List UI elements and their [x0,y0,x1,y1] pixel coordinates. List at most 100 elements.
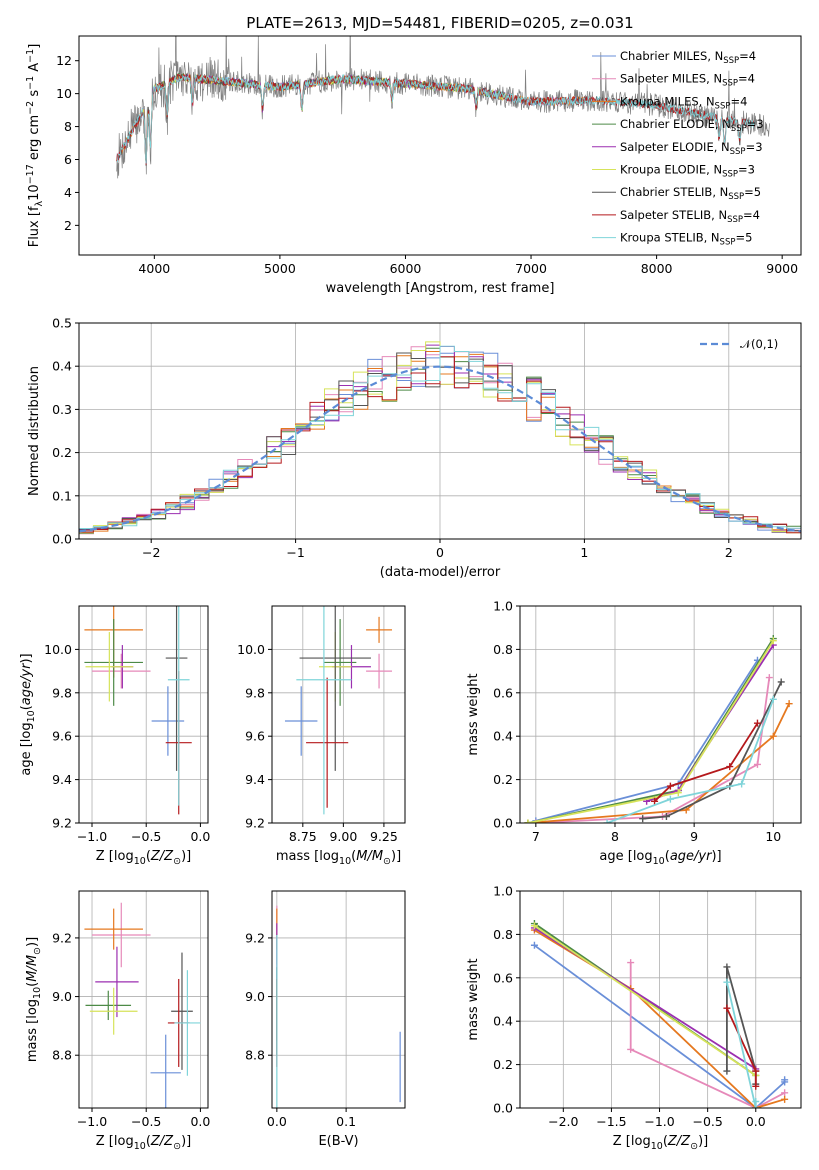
plot-area [84,606,192,815]
weight-marker-kroupa-stelib [752,1104,760,1108]
y-axis-label: mass weight [466,958,481,1040]
weight-line-salpeter-stelib [653,722,759,802]
weight-marker-kroupa-elodie [769,637,777,645]
x-tick-label-4: 8000 [641,261,673,276]
y-tick-label-4: 10 [56,86,72,101]
plot-area [276,905,401,1108]
y-tick-label-2: 9.2 [52,930,72,945]
legend-label: Chabrier STELIB, NSSP=5 [620,185,761,202]
x-tick-label-2: 0 [436,545,444,560]
spectrum-legend: Chabrier MILES, NSSP=4 Salpeter MILES, NS… [592,49,764,248]
y-tick-label-2: 6 [64,152,72,167]
axes-frame [519,605,802,824]
weight-line-kroupa-elodie [533,924,757,1077]
x-tick-label-2: 6000 [390,261,422,276]
weight-marker-kroupa-miles [769,732,777,740]
weight-line-kroupa-stelib [606,698,775,823]
weight-line-salpeter-miles [629,962,786,1108]
weight-line-chabrier-elodie [527,638,775,823]
x-tick-label-0: 0.0 [267,1114,287,1129]
x-tick-label-1: −1.5 [596,1114,626,1129]
age-vs-z-panel: −1.0 −0.5 0.0 9.2 9.4 9.6 9.8 10.0 Z [log10(Z/Z⊙… [19,605,210,867]
y-tick-label-0: 8.8 [52,1048,72,1063]
x-axis-label: (data-model)/error [380,565,501,580]
x-tick-label-1: 0.1 [336,1114,356,1129]
plot-area [284,606,393,815]
weight-marker-kroupa-stelib [666,795,674,803]
weight-marker-chabrier-stelib [723,963,731,971]
y-tick-label-2: 0.4 [493,729,513,744]
y-tick-label-5: 1.0 [493,884,513,899]
legend-label: Chabrier MILES, NSSP=4 [620,49,756,66]
y-tick-label-0: 0.0 [52,532,72,547]
weight-marker-kroupa-miles [785,700,793,708]
y-axis-label: Flux [fλ10−17 erg cm−2 s−1 A−1] [25,44,45,248]
y-tick-label-3: 9.8 [52,685,72,700]
weight-marker-salpeter-miles [627,959,635,967]
plot-area [79,341,801,539]
y-tick-label-3: 8 [64,119,72,134]
x-tick-label-2: 9.25 [370,829,398,844]
x-tick-label-1: 9.00 [329,829,357,844]
y-tick-label-0: 8.8 [245,1048,265,1063]
weight-marker-salpeter-miles [627,1045,635,1053]
x-tick-label-0: −1.0 [77,829,107,844]
plot-area [116,36,770,179]
mass-weight-vs-z-panel: −2.0 −1.5 −1.0 −0.5 0.0 0.0 0.2 0.4 0.6 0.8 1.0 Z [… [466,884,802,1152]
weight-marker-kroupa-stelib [723,978,731,986]
weight-marker-kroupa-stelib [752,1097,760,1105]
x-tick-label-1: −0.5 [131,1114,161,1129]
x-tick-label-0: −1.0 [77,1114,107,1129]
weight-marker-salpeter-stelib [752,1067,760,1075]
axes-frame [271,890,406,1109]
y-axis-label: Normed distribution [27,366,42,496]
plot-area [84,902,201,1108]
x-tick-label-3: 10 [765,829,781,844]
y-tick-label-0: 9.2 [245,816,265,831]
weight-line-kroupa-miles [527,703,790,823]
axes-frame [78,35,802,256]
weight-marker-kroupa-miles [781,1095,789,1103]
plot-area [530,920,789,1108]
axes-frame [78,890,209,1109]
figure-title: PLATE=2613, MJD=54481, FIBERID=0205, z=0… [246,14,633,32]
weight-marker-salpeter-stelib [666,782,674,790]
y-tick-label-3: 9.8 [245,685,265,700]
weight-marker-salpeter-stelib [753,719,761,727]
x-axis-label: Z [log10(Z/Z⊙)] [96,849,191,867]
x-axis-label: wavelength [Angstrom, rest frame] [326,281,555,296]
y-tick-label-1: 9.4 [245,772,265,787]
x-tick-label-2: 0.0 [190,1114,210,1129]
y-tick-label-3: 0.6 [493,970,513,985]
axes-frame [78,605,209,824]
y-axis-label: mass [log10(M/M⊙)] [25,937,43,1062]
y-tick-label-5: 0.5 [52,316,72,331]
model-spectrum-kroupa-stelib [116,74,755,164]
y-tick-label-3: 0.3 [52,402,72,417]
weight-marker-kroupa-stelib [769,695,777,703]
y-tick-label-1: 9.4 [52,772,72,787]
legend-label: Kroupa ELODIE, NSSP=3 [620,163,755,180]
weight-marker-chabrier-miles [530,941,538,949]
y-axis-label: age [log10(age/yr)] [19,653,37,775]
y-tick-label-1: 0.2 [493,772,513,787]
weight-marker-chabrier-miles [781,1076,789,1084]
y-tick-label-4: 10.0 [237,642,265,657]
weight-marker-kroupa-stelib [738,780,746,788]
y-tick-label-4: 0.8 [493,642,513,657]
x-tick-label-5: 9000 [766,261,798,276]
y-tick-label-4: 0.8 [493,927,513,942]
x-tick-label-0: 7 [532,829,540,844]
plot-area [524,635,793,823]
weight-marker-salpeter-stelib [723,1004,731,1012]
histogram-kroupa-stelib [79,345,801,539]
x-axis-label: age [log10(age/yr)] [599,849,721,867]
weight-marker-chabrier-stelib [639,815,647,823]
weight-marker-chabrier-stelib [777,678,785,686]
y-tick-label-4: 10.0 [44,642,72,657]
legend-label: Chabrier ELODIE, NSSP=3 [620,117,764,134]
weight-marker-kroupa-elodie [674,789,682,797]
y-tick-label-0: 9.2 [52,816,72,831]
weight-marker-salpeter-stelib [651,797,659,805]
y-tick-label-3: 0.6 [493,685,513,700]
